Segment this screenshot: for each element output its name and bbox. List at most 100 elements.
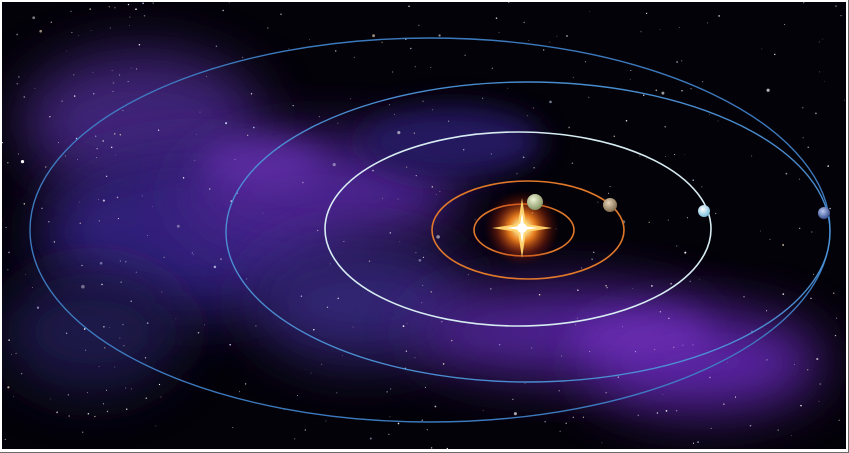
star [110, 146, 113, 149]
star [549, 100, 552, 104]
star [321, 363, 323, 365]
nebula-clouds [2, 52, 822, 412]
star [32, 16, 36, 20]
star [119, 260, 121, 262]
star [8, 339, 10, 341]
star [313, 328, 315, 331]
star [262, 212, 264, 214]
star [835, 5, 837, 7]
star [119, 74, 121, 76]
star [670, 282, 672, 285]
star [101, 283, 103, 286]
star [617, 376, 619, 378]
star [702, 81, 704, 83]
star [112, 90, 114, 93]
star [418, 24, 420, 26]
star [157, 129, 160, 131]
star [241, 56, 244, 59]
star [495, 17, 498, 19]
star [23, 203, 26, 205]
star [141, 195, 143, 197]
star [98, 220, 100, 222]
star [192, 254, 194, 256]
star [104, 347, 106, 349]
star [824, 81, 825, 82]
star [629, 78, 631, 80]
star [701, 186, 703, 188]
star [102, 199, 105, 202]
star [661, 91, 665, 95]
star [123, 345, 125, 347]
star [90, 29, 92, 31]
star [421, 302, 423, 304]
star [102, 403, 105, 405]
star [432, 109, 434, 111]
star [566, 35, 568, 37]
star [434, 405, 437, 408]
star [815, 112, 817, 115]
orbit-outer-1 [225, 81, 831, 383]
star [832, 292, 835, 294]
star [194, 159, 196, 161]
star [389, 232, 391, 234]
star [568, 126, 570, 129]
star [686, 217, 689, 219]
star [337, 297, 339, 300]
star [838, 419, 840, 421]
star [698, 278, 700, 280]
star [572, 416, 575, 419]
star [381, 41, 383, 43]
star [571, 162, 574, 164]
star [13, 396, 14, 398]
star [415, 252, 417, 254]
star [681, 90, 683, 92]
star [390, 388, 392, 390]
star [414, 357, 416, 359]
star [372, 34, 375, 38]
star [61, 100, 63, 102]
star [438, 34, 441, 37]
star [125, 261, 127, 263]
star [334, 50, 337, 52]
star [766, 359, 768, 361]
star [592, 251, 595, 254]
star [544, 421, 546, 423]
star [580, 267, 583, 269]
star [651, 285, 653, 287]
star [451, 339, 453, 342]
star [369, 437, 372, 440]
star [798, 178, 801, 180]
star [81, 284, 85, 289]
star [710, 427, 712, 429]
star [381, 197, 383, 199]
star [136, 68, 138, 70]
star [715, 212, 717, 215]
star [489, 288, 492, 290]
star [430, 291, 433, 293]
star [643, 94, 645, 97]
star [318, 116, 320, 118]
star [392, 71, 394, 73]
star [337, 122, 339, 124]
star [79, 222, 81, 224]
star [431, 186, 434, 188]
star [176, 224, 180, 228]
star [561, 355, 562, 357]
star [232, 427, 234, 428]
star [36, 306, 40, 309]
star [474, 219, 476, 221]
star [342, 354, 343, 356]
star [645, 12, 648, 15]
star [446, 447, 448, 449]
star [784, 23, 786, 25]
star [388, 433, 390, 435]
star [267, 27, 269, 29]
star [294, 438, 296, 440]
star [18, 76, 20, 78]
star [589, 351, 591, 353]
star [613, 135, 616, 138]
star [678, 26, 680, 28]
star [116, 196, 119, 199]
star [144, 357, 147, 359]
